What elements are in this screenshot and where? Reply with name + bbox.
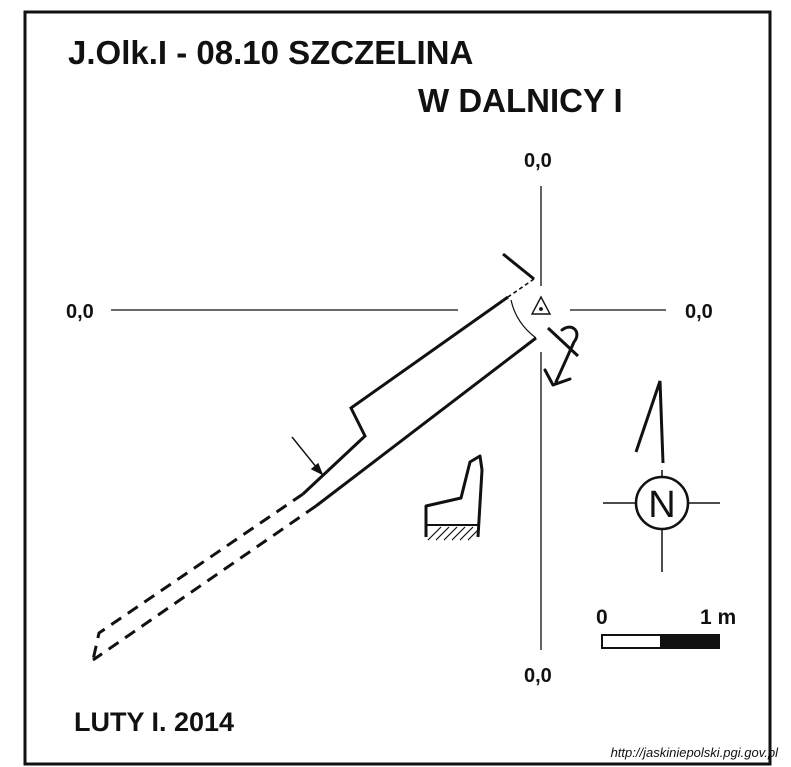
north-arrow-icon — [603, 380, 720, 572]
lower-wall — [315, 336, 537, 508]
north-label: N — [648, 484, 675, 526]
survey-station-icon — [530, 295, 552, 315]
axis-label-bottom: 0,0 — [524, 665, 552, 687]
axis-label-top: 0,0 — [524, 150, 552, 172]
survey-date: LUTY I. 2014 — [74, 707, 234, 737]
upper-wall — [301, 295, 509, 496]
map-frame — [23, 10, 772, 766]
cross-section-symbol — [424, 454, 484, 541]
entrance-arc — [510, 299, 537, 339]
descent-arrow-icon — [543, 325, 579, 387]
entrance-wall — [502, 252, 535, 281]
title-line-2: W DALNICY I — [418, 82, 623, 119]
unsurveyed-extension — [91, 492, 317, 662]
scale-bar — [601, 634, 720, 649]
pointer-arrow-icon — [291, 436, 324, 476]
axis-label-left: 0,0 — [66, 301, 94, 323]
entrance-lower-wall — [546, 326, 580, 358]
source-url[interactable]: http://jaskiniepolski.pgi.gov.pl — [611, 745, 780, 760]
axis-label-right: 0,0 — [685, 301, 713, 323]
cave-passage-outline — [91, 252, 580, 662]
dripline — [507, 278, 535, 298]
scale-start-label: 0 — [596, 606, 608, 629]
scale-end-label: 1 m — [700, 606, 736, 629]
reference-axes — [111, 186, 666, 650]
title-line-1: J.Olk.I - 08.10 SZCZELINA — [68, 34, 473, 71]
